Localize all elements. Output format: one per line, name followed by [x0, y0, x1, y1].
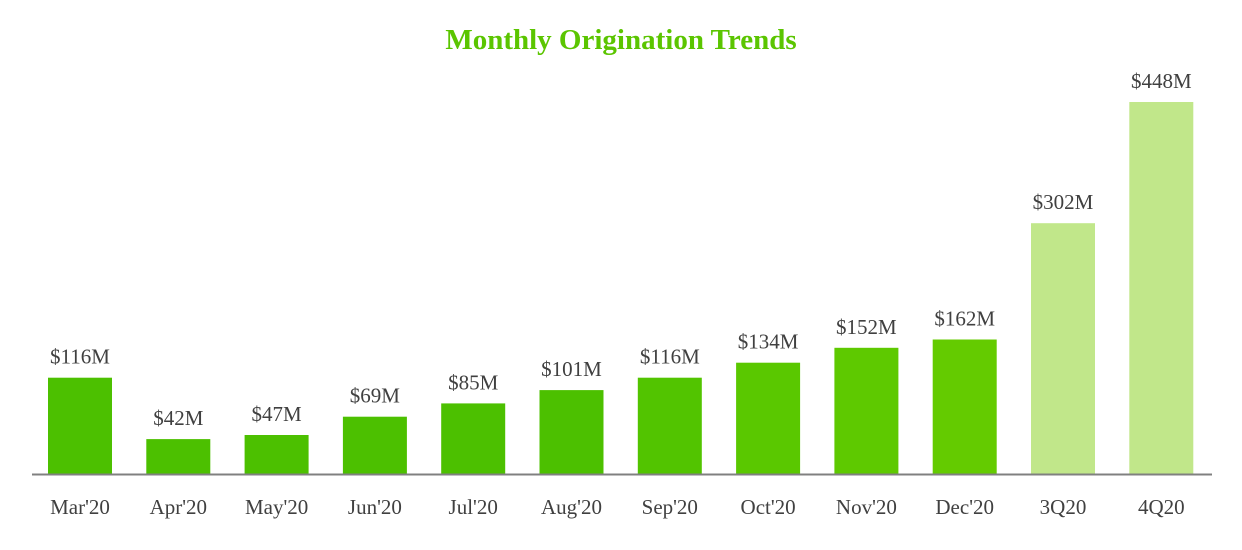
bar-oct20 [736, 362, 801, 474]
category-labels-group: Mar'20 Apr'20 May'20 Jun'20 Jul'20 Aug'20 Sep'… [50, 495, 1185, 519]
x-tick-label: Dec'20 [935, 495, 994, 519]
data-label: $448M [1131, 69, 1192, 93]
x-tick-label: Aug'20 [541, 495, 602, 519]
bar-sep20 [637, 377, 702, 474]
data-label: $69M [350, 384, 401, 408]
bar-4q20 [1129, 102, 1194, 474]
x-tick-label: Mar'20 [50, 495, 110, 519]
data-label: $116M [50, 345, 110, 369]
bar-mar20 [48, 377, 112, 474]
data-label: $162M [934, 307, 995, 331]
bar-may20 [244, 435, 309, 474]
chart-title: Monthly Origination Trends [445, 24, 797, 56]
bar-jul20 [441, 403, 506, 474]
data-label: $134M [738, 330, 799, 354]
bar-apr20 [146, 439, 211, 474]
bar-aug20 [539, 390, 604, 474]
x-tick-label: May'20 [245, 495, 308, 519]
data-label: $47M [252, 402, 303, 426]
bar-jun20 [342, 416, 407, 474]
x-tick-label: 4Q20 [1138, 495, 1185, 519]
bar-3q20 [1031, 223, 1095, 474]
bar-dec20 [932, 339, 997, 474]
data-label: $302M [1033, 190, 1094, 214]
data-label: $101M [541, 357, 602, 381]
data-label: $85M [448, 370, 499, 394]
data-label: $116M [640, 345, 700, 369]
bars-group [48, 102, 1194, 474]
bar-nov20 [834, 347, 899, 474]
data-label: $152M [836, 315, 897, 339]
x-tick-label: Nov'20 [836, 495, 897, 519]
x-tick-label: Apr'20 [150, 495, 207, 519]
x-tick-label: Jun'20 [348, 495, 402, 519]
x-tick-label: Jul'20 [449, 495, 498, 519]
value-labels-group: $116M $42M $47M $69M $85M $101M $116M $134M $152… [50, 69, 1192, 430]
data-label: $42M [153, 406, 204, 430]
x-tick-label: 3Q20 [1040, 495, 1087, 519]
x-tick-label: Sep'20 [642, 495, 698, 519]
x-tick-label: Oct'20 [741, 495, 796, 519]
